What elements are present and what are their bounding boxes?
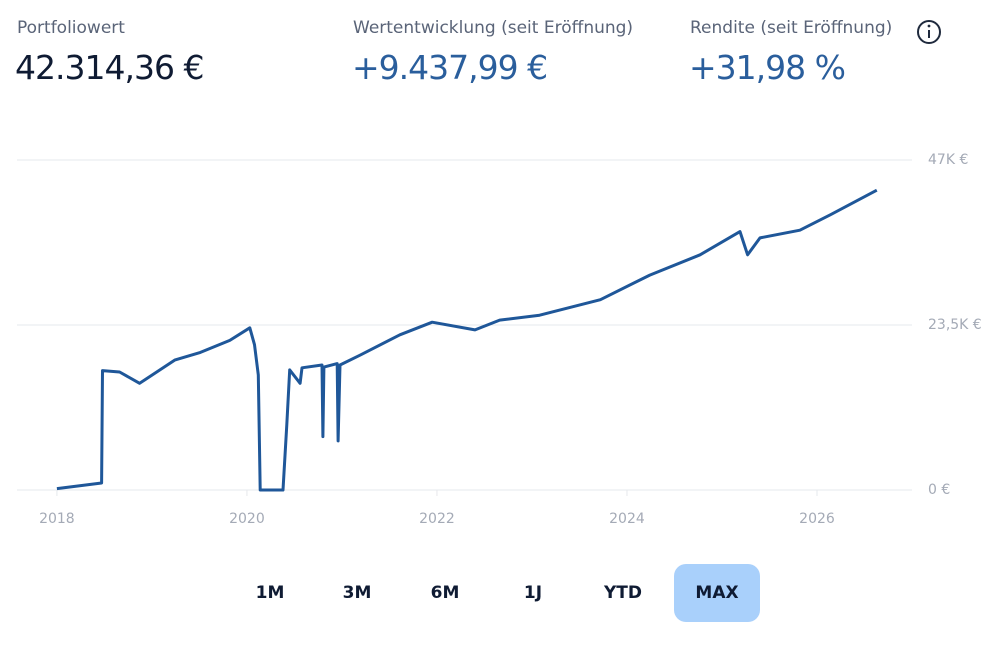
line-series — [56, 188, 878, 492]
stat-value: +31,98 % — [689, 48, 846, 87]
x-tick-label: 2026 — [799, 511, 835, 527]
y-tick-label: 47K € — [928, 152, 968, 168]
stat-label: Rendite (seit Eröffnung) — [690, 18, 893, 38]
y-tick-label: 23,5K € — [928, 317, 982, 333]
range-button[interactable]: MAX — [674, 564, 760, 622]
x-tick-label: 2024 — [609, 511, 645, 527]
info-icon[interactable] — [917, 20, 941, 44]
range-button[interactable]: 1M — [255, 583, 285, 603]
range-button[interactable]: 1J — [523, 583, 543, 603]
x-tick-label: 2022 — [419, 511, 455, 527]
x-tick-label: 2020 — [229, 511, 265, 527]
stat-label: Wertentwicklung (seit Eröffnung) — [353, 18, 634, 38]
range-button[interactable]: 6M — [430, 583, 460, 603]
range-button[interactable]: YTD — [603, 583, 643, 603]
stat-value: 42.314,36 € — [15, 48, 204, 87]
stat-label: Portfoliowert — [17, 18, 125, 38]
stat-value: +9.437,99 € — [352, 48, 548, 87]
y-tick-label: 0 € — [928, 482, 950, 498]
x-tick-label: 2018 — [39, 511, 75, 527]
range-button[interactable]: 3M — [342, 583, 372, 603]
